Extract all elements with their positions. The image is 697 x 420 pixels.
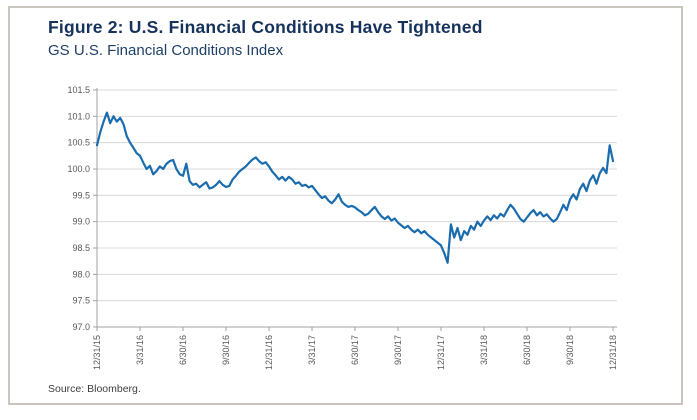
- y-tick-label: 97.5: [72, 296, 90, 306]
- y-tick-label: 99.0: [72, 217, 90, 227]
- x-tick-label: 12/31/18: [608, 335, 618, 370]
- x-tick-label: 3/31/17: [307, 335, 317, 365]
- y-tick-label: 100.0: [67, 164, 90, 174]
- x-tick-label: 12/31/16: [264, 335, 274, 370]
- x-tick-label: 12/31/17: [436, 335, 446, 370]
- x-tick-label: 9/30/17: [393, 335, 403, 365]
- figure-frame: Figure 2: U.S. Financial Conditions Have…: [8, 6, 683, 405]
- y-tick-label: 101.5: [67, 85, 90, 95]
- series-line: [95, 111, 615, 264]
- x-tick-label: 6/30/16: [178, 335, 188, 365]
- y-tick-label: 98.5: [72, 243, 90, 253]
- y-tick-label: 100.5: [67, 138, 90, 148]
- x-tick-label: 6/30/18: [522, 335, 532, 365]
- chart: 97.0 97.5 98.0 98.5 99.0 99.5 100.0 100.5 101.0 1…: [67, 85, 618, 370]
- x-tick-label: 3/31/16: [135, 335, 145, 365]
- x-tick-label: 9/30/18: [565, 335, 575, 365]
- y-tick-label: 97.0: [72, 322, 90, 332]
- figure-title: Figure 2: U.S. Financial Conditions Have…: [48, 17, 483, 37]
- y-tick-label: 98.0: [72, 269, 90, 279]
- figure-subtitle: GS U.S. Financial Conditions Index: [48, 42, 284, 59]
- y-tick-label: 99.5: [72, 190, 90, 200]
- x-tick-label: 12/31/15: [92, 335, 102, 370]
- y-tick-label: 101.0: [67, 111, 90, 121]
- source-text: Source: Bloomberg.: [48, 383, 141, 395]
- x-tick-label: 9/30/16: [221, 335, 231, 365]
- x-tick-label: 3/31/18: [479, 335, 489, 365]
- x-tick-label: 6/30/17: [350, 335, 360, 365]
